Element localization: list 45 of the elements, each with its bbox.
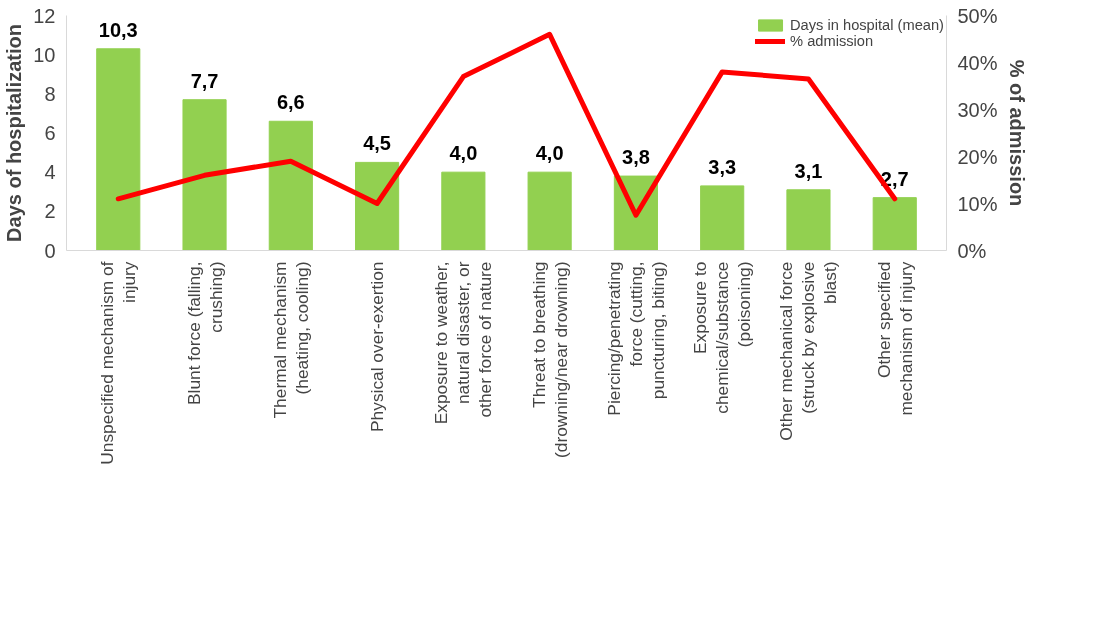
data-label: 6,6 (276, 91, 305, 114)
bar (700, 185, 745, 251)
x-tick-label: Threat to breathing (drowning/near drowning) (528, 261, 571, 458)
y2-tick-label: 50% (957, 4, 998, 27)
x-tick-label: Blunt force (falling, crushing) (183, 261, 226, 406)
bar (441, 171, 486, 251)
legend-label: % admission (790, 33, 874, 49)
x-tick-label: Other specified mechanism of injury (873, 261, 916, 416)
y-tick-label: 12 (33, 4, 56, 27)
bar (182, 99, 227, 251)
bar (355, 161, 400, 251)
data-label: 7,7 (190, 69, 219, 92)
y2-tick-label: 0% (957, 239, 987, 262)
y-tick-label: 10 (33, 43, 56, 66)
bar (96, 48, 141, 251)
bar (268, 120, 313, 251)
data-label: 4,0 (535, 142, 564, 165)
data-label: 3,8 (622, 146, 650, 169)
bar (786, 189, 831, 251)
data-label: 4,5 (363, 132, 391, 155)
x-tick-label: Piercing/penetrating force (cutting, puncturing, biting) (603, 261, 668, 416)
y2-tick-label: 30% (957, 98, 998, 121)
y-tick-label: 4 (44, 161, 56, 184)
data-label: 3,1 (794, 159, 823, 182)
y-tick-label: 2 (44, 200, 56, 223)
data-label: 3,3 (708, 155, 737, 178)
x-tick-label: Thermal mechanism (heating, cooling) (269, 261, 312, 419)
y-axis-title: Days of hospitalization (3, 24, 26, 242)
data-label: 10,3 (98, 18, 138, 41)
x-tick-label: Physical over-exertion (367, 261, 388, 432)
y-tick-label: 8 (44, 82, 56, 105)
y2-axis-title: % of admission (1005, 59, 1028, 207)
y2-tick-label: 10% (957, 192, 998, 215)
x-tick-label: Other mechanical force (struck by explosive blast) (776, 261, 841, 441)
x-tick-label: Unspecified mechanism of injury (97, 261, 140, 465)
y-tick-label: 6 (44, 122, 56, 144)
x-tick-label: Exposure to chemical/substance (poisoning) (690, 261, 755, 414)
legend-label: Days in hospital (mean) (790, 17, 944, 33)
data-label: 4,0 (449, 142, 478, 165)
bar (527, 171, 572, 251)
y2-tick-label: 20% (957, 145, 998, 168)
bar (872, 197, 917, 251)
y2-tick-label: 40% (957, 51, 998, 74)
y-tick-label: 0 (44, 239, 56, 262)
x-tick-label: Exposure to weather, natural disaster, or other force of nature (431, 261, 496, 425)
